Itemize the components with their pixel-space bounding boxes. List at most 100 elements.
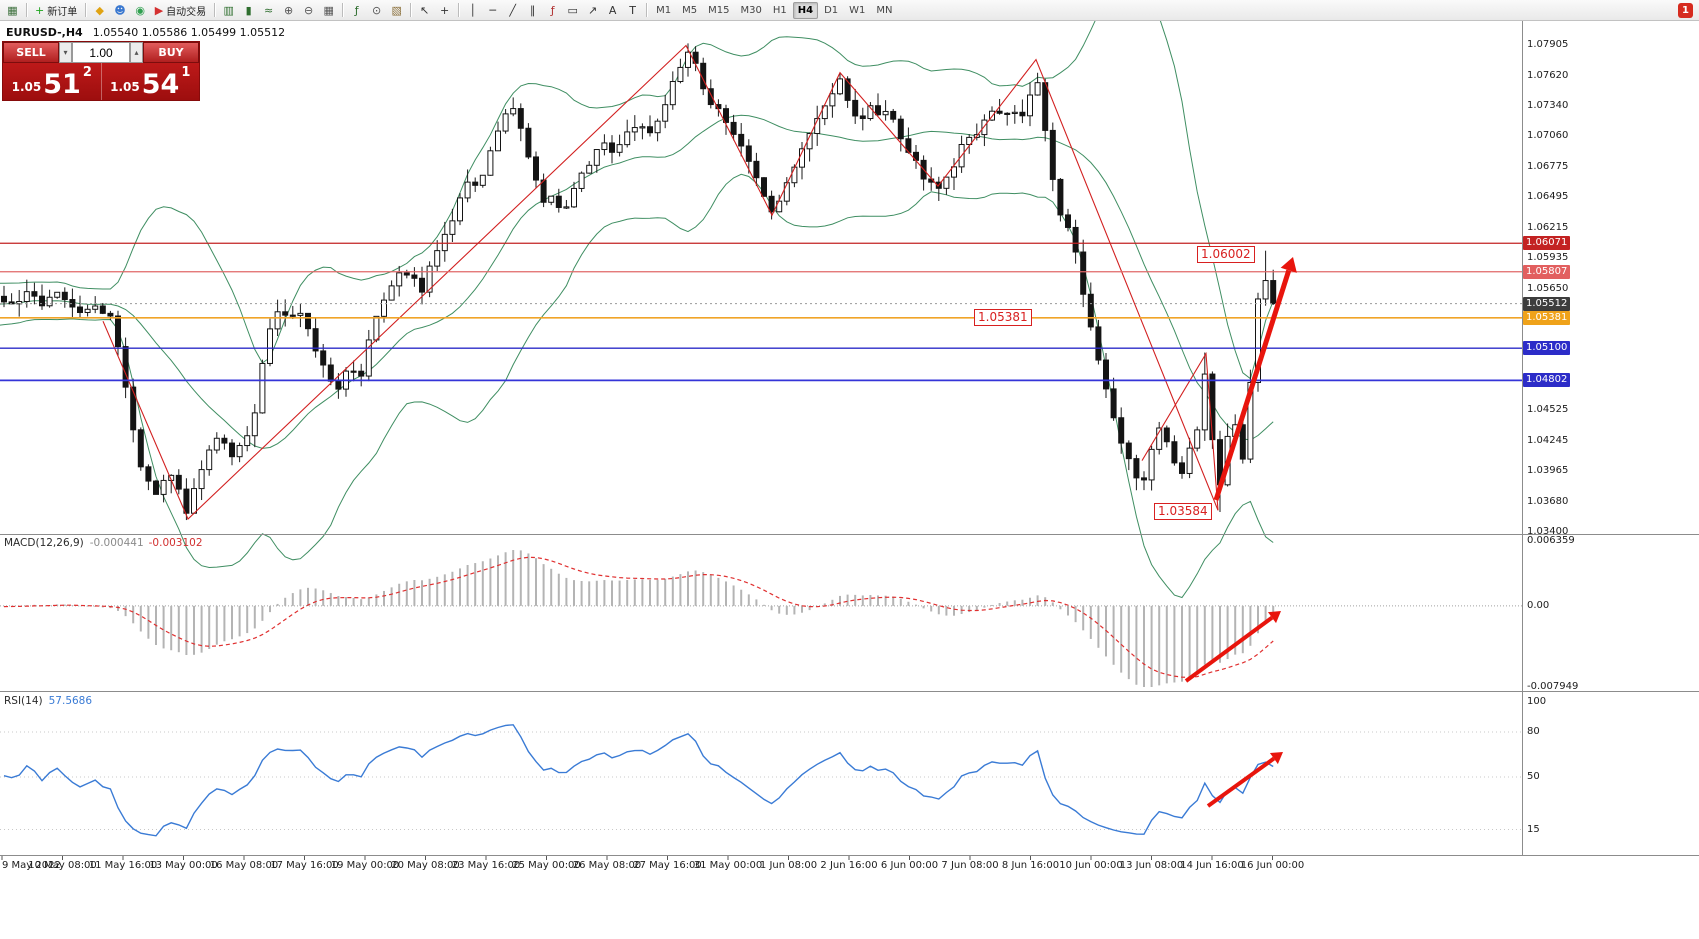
timeframe-button-m15[interactable]: M15	[708, 4, 730, 16]
rsi-axis-tick: 15	[1527, 823, 1540, 835]
new-chart-icon[interactable]: ▦	[3, 2, 22, 19]
indicators-icon-glyph: ƒ	[354, 3, 359, 17]
vertical-line-icon[interactable]: │	[463, 2, 482, 19]
volume-decrease-button[interactable]: ▾	[59, 42, 72, 63]
indicators-icon[interactable]: ƒ	[347, 2, 366, 19]
cursor-icon[interactable]: ↖	[415, 2, 434, 19]
time-axis-label: 13 May 00:00	[149, 860, 218, 871]
trendline-icon[interactable]: ╱	[503, 2, 522, 19]
notification-badge[interactable]: 1	[1678, 2, 1693, 18]
channel-icon[interactable]: ∥	[523, 2, 542, 19]
time-axis-label: 31 May 00:00	[693, 860, 763, 871]
tile-windows-icon[interactable]: ▦	[319, 2, 338, 19]
periods-icon[interactable]: ⊙	[367, 2, 386, 19]
time-axis-label: 8 Jun 16:00	[1001, 860, 1060, 871]
timeframe-button-m5[interactable]: M5	[682, 4, 698, 16]
timeframe-button-m1[interactable]: M1	[656, 4, 672, 16]
price-axis-tick: 1.03680	[1527, 495, 1569, 507]
price-axis-tick: 1.07060	[1527, 130, 1569, 142]
price-annotation-label[interactable]: 1.03584	[1154, 503, 1212, 520]
buy-button[interactable]: BUY	[143, 42, 199, 63]
fibonacci-icon[interactable]: ƒ	[543, 2, 562, 19]
text-tool-icon[interactable]: A	[603, 2, 622, 19]
line-chart-icon[interactable]: ≈	[259, 2, 278, 19]
price-level-badge: 1.05381	[1523, 310, 1571, 325]
rsi-axis-tick: 100	[1527, 696, 1547, 707]
price-axis-tick: 1.05935	[1527, 251, 1569, 263]
toolbar: ▦ + 新订单 ◆ ☻ ◉ ▶ 自动交易 ▥ ▮ ≈ ⊕ ⊖ ▦ ƒ ⊙ ▧ ↖ + │ ─ ╱ ∥ ƒ ▭ ↗ A T M1 M5 M15…	[0, 0, 1699, 21]
auto-trading-button[interactable]: ▶ 自动交易	[151, 2, 210, 19]
timeframe-button-mn[interactable]: MN	[876, 4, 893, 16]
price-axis-tick: 1.07620	[1527, 69, 1569, 81]
macd-panel[interactable]	[0, 535, 1522, 691]
price-axis-tick: 1.03400	[1527, 525, 1569, 537]
arrows-tool-icon[interactable]: ↗	[583, 2, 602, 19]
auto-trading-button-glyph: ▶	[154, 3, 164, 17]
vertical-line-icon-glyph: │	[469, 3, 476, 17]
buy-price[interactable]: 1.05 54 1	[102, 63, 200, 100]
price-axis-tick: 1.06495	[1527, 191, 1569, 203]
macd-label: MACD(12,26,9) -0.000441 -0.003102	[4, 537, 203, 549]
volume-input[interactable]	[72, 42, 130, 63]
timeframe-button-h1[interactable]: H1	[772, 4, 787, 16]
time-axis-label: 19 May 00:00	[330, 860, 400, 871]
price-annotation-label[interactable]: 1.06002	[1197, 246, 1255, 263]
timeframe-button-m30[interactable]: M30	[740, 4, 762, 16]
timeframe-button-w1[interactable]: W1	[849, 4, 866, 16]
price-axis-tick: 1.07340	[1527, 100, 1569, 112]
text-tool-icon-glyph: A	[608, 3, 617, 17]
new-order-button[interactable]: + 新订单	[31, 2, 81, 19]
horizontal-line-icon-glyph: ─	[489, 3, 496, 17]
publish-icon[interactable]: ◆	[90, 2, 109, 19]
price-axis-tick: 1.03965	[1527, 464, 1569, 476]
buy-price-big: 54	[141, 69, 180, 101]
zoom-in-icon[interactable]: ⊕	[279, 2, 298, 19]
macd-title: MACD(12,26,9)	[4, 537, 84, 549]
periods-icon-glyph: ⊙	[372, 3, 382, 17]
toolbar-separator	[646, 3, 648, 17]
rsi-label: RSI(14) 57.5686	[4, 695, 92, 707]
symbol-name: EURUSD-,H4	[6, 26, 83, 39]
trendline-icon-glyph: ╱	[509, 3, 516, 17]
crosshair-icon[interactable]: +	[435, 2, 454, 19]
support-icon[interactable]: ◉	[131, 2, 150, 19]
price-axis-tick: 1.06775	[1527, 161, 1569, 173]
sell-button[interactable]: SELL	[3, 42, 59, 63]
horizontal-line-icon[interactable]: ─	[483, 2, 502, 19]
buy-price-pip: 1	[181, 65, 191, 80]
arrows-tool-icon-glyph: ↗	[588, 3, 598, 17]
templates-icon-glyph: ▧	[391, 3, 402, 17]
price-axis-tick: 1.07905	[1527, 39, 1569, 50]
candlestick-chart-icon-glyph: ▮	[245, 3, 252, 17]
time-axis-label: 16 Jun 00:00	[1240, 860, 1305, 871]
sell-price[interactable]: 1.05 51 2	[3, 63, 102, 100]
rsi-panel[interactable]	[0, 692, 1522, 855]
zoom-out-icon[interactable]: ⊖	[299, 2, 318, 19]
sell-price-big: 51	[43, 69, 81, 101]
main-chart-area[interactable]	[0, 21, 1522, 534]
price-annotation-label[interactable]: 1.05381	[974, 309, 1032, 326]
rsi-axis-tick: 50	[1527, 771, 1540, 782]
shapes-icon[interactable]: ▭	[563, 2, 582, 19]
ohlc-readout: 1.05540 1.05586 1.05499 1.05512	[92, 26, 286, 39]
rsi-value: 57.5686	[48, 695, 93, 707]
time-axis-label: 26 May 08:00	[572, 860, 642, 871]
crosshair-icon-glyph: +	[440, 3, 450, 17]
bar-chart-icon[interactable]: ▥	[219, 2, 238, 19]
toolbar-separator	[458, 3, 460, 17]
trade-panel-controls: SELL ▾ ▴ BUY	[3, 42, 199, 63]
candlestick-chart-icon[interactable]: ▮	[239, 2, 258, 19]
volume-increase-button[interactable]: ▴	[130, 42, 143, 63]
timeframe-button-h4[interactable]: H4	[792, 1, 819, 19]
label-tool-icon[interactable]: T	[623, 2, 642, 19]
time-axis-label: 6 Jun 00:00	[880, 860, 939, 871]
auto-trading-button-label: 自动交易	[166, 6, 207, 18]
time-axis-label: 7 Jun 08:00	[941, 860, 999, 871]
sell-price-pip: 2	[82, 65, 92, 80]
community-icon[interactable]: ☻	[110, 2, 129, 19]
publish-icon-glyph: ◆	[95, 3, 104, 17]
templates-icon[interactable]: ▧	[387, 2, 406, 19]
price-axis-tick: 1.04245	[1527, 434, 1569, 446]
sell-price-small: 1.05	[11, 80, 42, 94]
timeframe-button-d1[interactable]: D1	[824, 4, 839, 16]
